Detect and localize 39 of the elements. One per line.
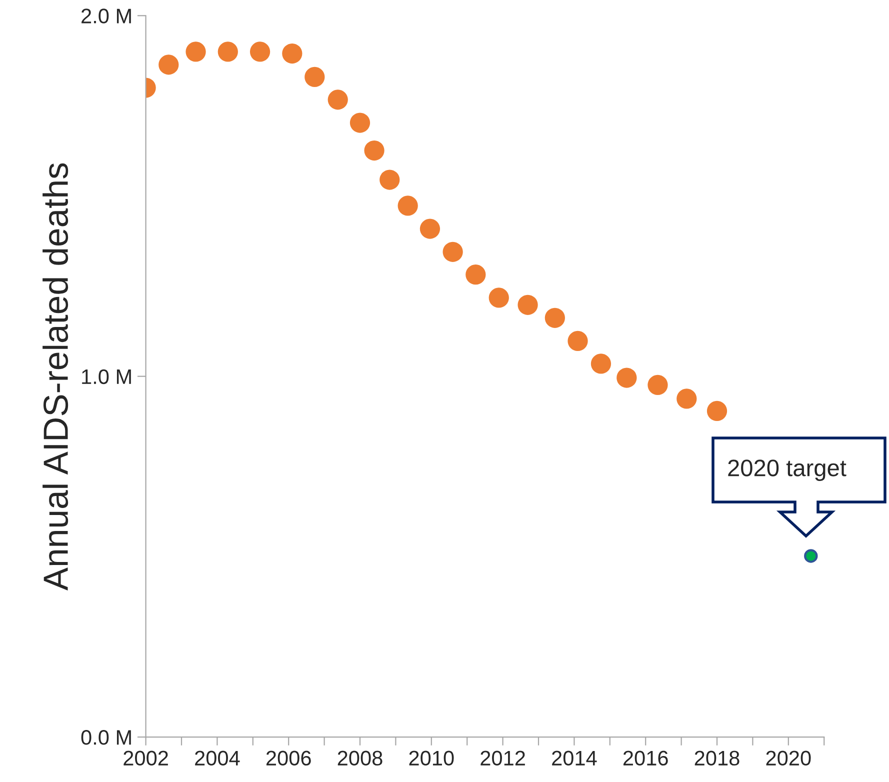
point <box>616 368 637 388</box>
point <box>676 388 697 409</box>
point <box>328 90 348 110</box>
x-tick-label: 2016 <box>623 750 668 766</box>
x-tick-label: 2004 <box>195 750 240 766</box>
point <box>218 42 238 62</box>
point <box>158 54 179 75</box>
point <box>518 294 538 315</box>
y-tick-label: 2.0 M <box>82 8 131 24</box>
annotation: 2020 target <box>728 460 846 482</box>
y-tick-label: 0.0 M <box>81 730 131 745</box>
point <box>398 196 418 216</box>
point <box>250 42 270 62</box>
point <box>706 400 728 422</box>
point <box>350 112 370 133</box>
x-tick-label: 2012 <box>480 750 525 766</box>
y-axis-title: Annual AIDS-related deaths <box>42 163 68 591</box>
point <box>380 170 400 190</box>
point <box>304 66 325 88</box>
point <box>804 549 818 563</box>
point <box>648 374 668 396</box>
x-tick-label: 2010 <box>409 750 454 766</box>
y-tick-label: 1.0 M <box>82 369 131 384</box>
point <box>186 42 206 62</box>
point <box>590 354 612 374</box>
x-tick-label: 2002 <box>124 750 168 766</box>
x-tick-label: 2018 <box>694 750 740 766</box>
point <box>420 218 440 239</box>
point <box>282 43 302 64</box>
point <box>544 308 565 328</box>
point <box>466 264 486 285</box>
point <box>364 140 384 161</box>
point <box>568 330 588 352</box>
x-tick-label: 2006 <box>266 750 311 766</box>
x-tick-label: 2014 <box>552 750 597 766</box>
x-tick-label: 2008 <box>338 750 382 766</box>
point <box>442 242 463 262</box>
x-tick-label: 2020 <box>766 750 811 766</box>
point <box>488 288 509 308</box>
